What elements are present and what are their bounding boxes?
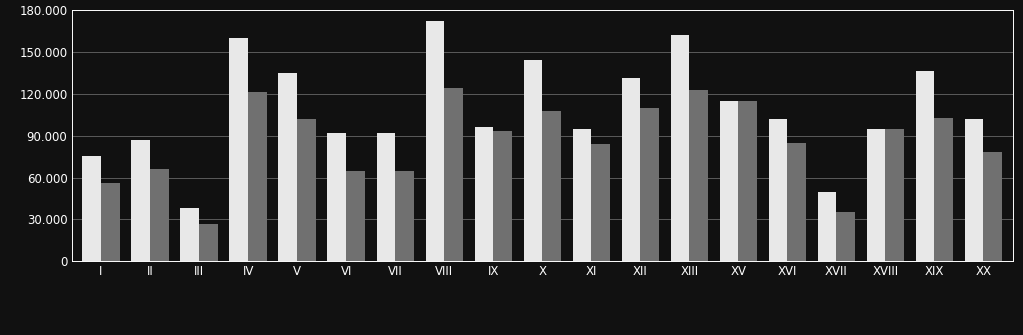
Bar	[444, 88, 462, 261]
Bar	[719, 101, 739, 261]
Bar	[965, 119, 983, 261]
Bar	[640, 108, 659, 261]
Bar	[199, 224, 218, 261]
Bar	[524, 60, 542, 261]
Bar	[475, 127, 493, 261]
Bar	[180, 208, 199, 261]
Bar	[493, 132, 512, 261]
Bar	[916, 71, 934, 261]
Bar	[837, 212, 855, 261]
Bar	[83, 156, 101, 261]
Bar	[248, 92, 267, 261]
Bar	[768, 119, 788, 261]
Bar	[395, 171, 413, 261]
Bar	[817, 192, 837, 261]
Bar	[983, 152, 1002, 261]
Bar	[297, 119, 316, 261]
Bar	[542, 111, 561, 261]
Bar	[376, 133, 395, 261]
Bar	[101, 183, 120, 261]
Bar	[131, 140, 150, 261]
Bar	[346, 171, 365, 261]
Bar	[885, 129, 904, 261]
Bar	[327, 133, 346, 261]
Bar	[788, 143, 806, 261]
Bar	[591, 144, 610, 261]
Bar	[934, 118, 953, 261]
Bar	[426, 21, 444, 261]
Bar	[739, 101, 757, 261]
Bar	[671, 35, 690, 261]
Bar	[278, 73, 297, 261]
Bar	[690, 90, 708, 261]
Bar	[150, 169, 169, 261]
Bar	[866, 129, 885, 261]
Bar	[622, 78, 640, 261]
Bar	[573, 129, 591, 261]
Bar	[229, 38, 248, 261]
